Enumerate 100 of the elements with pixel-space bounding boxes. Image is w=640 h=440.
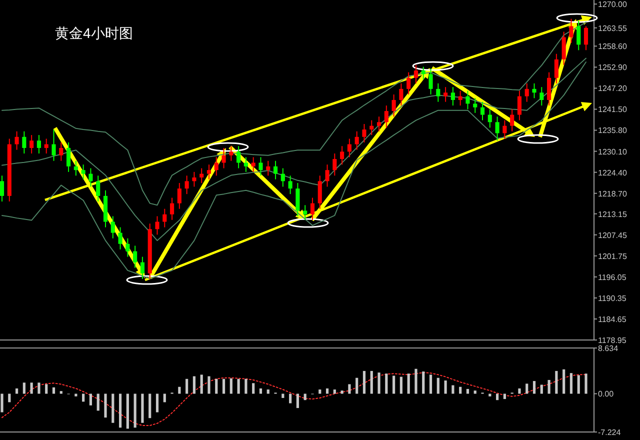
candlestick — [170, 197, 174, 220]
bar — [326, 388, 329, 394]
candlestick — [14, 130, 19, 150]
candlestick — [133, 245, 138, 268]
bar — [362, 370, 366, 394]
bar — [570, 373, 573, 394]
bar — [584, 374, 588, 394]
bar — [118, 394, 122, 428]
bar — [82, 394, 85, 402]
candlestick — [214, 156, 218, 176]
candlestick — [222, 147, 226, 169]
bar — [96, 394, 100, 411]
candlestick — [206, 164, 212, 180]
bar — [89, 394, 92, 406]
y-tick-label: 1218.70 — [598, 189, 628, 198]
candlestick — [88, 168, 93, 188]
bar — [0, 394, 4, 412]
candlestick — [332, 152, 337, 176]
bar — [340, 390, 344, 394]
candlestick — [502, 120, 507, 140]
bar — [104, 394, 107, 418]
candlestick — [0, 175, 4, 202]
candlestick — [450, 86, 455, 106]
candlestick — [414, 64, 418, 84]
candlestick — [406, 72, 411, 95]
bar — [370, 370, 373, 394]
bar — [230, 378, 232, 394]
candlestick — [480, 101, 485, 121]
bar — [60, 391, 62, 394]
bar — [436, 378, 440, 394]
candlestick — [273, 160, 278, 180]
candlestick — [229, 146, 234, 162]
y-tick-label: 1230.10 — [598, 147, 628, 156]
y-tick-label: 1190.35 — [598, 294, 627, 303]
candlestick — [524, 82, 529, 102]
bar — [392, 376, 396, 394]
bar — [304, 394, 306, 400]
bar — [282, 394, 284, 398]
candlestick — [280, 168, 285, 188]
bar — [474, 390, 476, 394]
candlestick — [562, 31, 566, 66]
candlestick — [44, 138, 48, 154]
bar — [186, 378, 188, 394]
bar — [259, 388, 262, 394]
candlestick — [236, 146, 241, 169]
candlestick — [81, 164, 86, 180]
bar — [266, 389, 270, 394]
bar — [555, 370, 558, 394]
candlestick — [466, 90, 470, 110]
candlestick — [192, 171, 196, 188]
bar — [74, 394, 78, 396]
line-series — [2, 61, 586, 280]
candlestick — [421, 66, 426, 80]
candlestick — [495, 116, 500, 142]
bar — [222, 378, 226, 394]
candlestick — [473, 98, 478, 114]
line-series — [2, 58, 586, 242]
candlestick — [288, 175, 292, 195]
candlestick — [118, 226, 122, 250]
bar — [503, 394, 506, 400]
candlestick — [517, 90, 522, 121]
bar — [577, 375, 580, 394]
y-tick-label: 1247.20 — [598, 84, 628, 94]
bar — [333, 389, 336, 394]
candlestick — [444, 86, 448, 102]
candlestick — [155, 216, 160, 236]
bar — [378, 372, 380, 394]
candlestick — [554, 53, 558, 84]
bar — [348, 384, 351, 394]
bar — [452, 385, 454, 394]
y-tick-label: 1224.40 — [598, 168, 628, 178]
candlestick — [384, 105, 388, 128]
y-tick-label: 8.634 — [598, 344, 619, 353]
candlestick — [399, 82, 404, 106]
bar — [466, 388, 470, 394]
bar — [252, 383, 255, 394]
y-tick-label: 1201.75 — [598, 252, 628, 261]
bar — [414, 368, 418, 394]
bar — [518, 388, 521, 394]
bar — [237, 378, 240, 394]
bar — [296, 394, 299, 408]
bar — [488, 394, 492, 396]
candlestick — [110, 216, 115, 239]
candlestick — [36, 134, 41, 154]
candlestick — [576, 20, 581, 51]
bar — [112, 394, 114, 423]
bar — [244, 378, 248, 394]
candlestick — [296, 182, 300, 217]
y-tick-label: -7.224 — [598, 428, 622, 437]
bar — [156, 394, 159, 412]
candlestick — [59, 142, 64, 162]
bar — [318, 389, 322, 394]
bar — [200, 374, 203, 394]
bar — [30, 382, 33, 394]
bar — [52, 387, 56, 394]
bar — [289, 394, 292, 404]
y-tick-label: 1213.15 — [598, 210, 628, 219]
bar — [356, 378, 358, 394]
bar — [385, 374, 388, 394]
y-tick-label: 1258.60 — [598, 42, 628, 52]
